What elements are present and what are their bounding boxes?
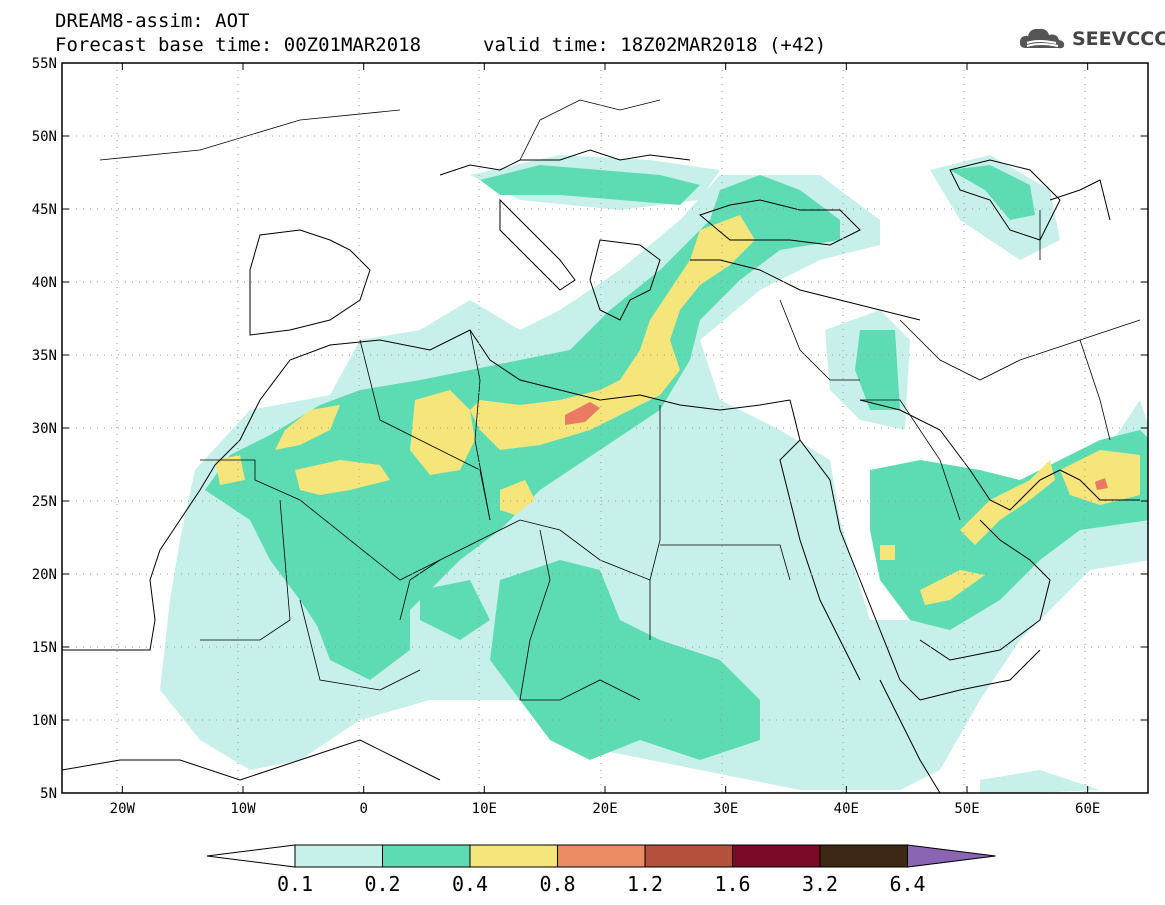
logo-text: SEEVCCC	[1072, 28, 1165, 50]
colorbar-label: 0.4	[452, 872, 488, 896]
colorbar-over-arrow	[907, 844, 996, 868]
colorbar-under-arrow	[206, 844, 296, 868]
lon-tick-label: 40E	[834, 801, 859, 817]
lon-tick-label: 50E	[954, 801, 979, 817]
colorbar-label: 1.2	[627, 872, 663, 896]
aot-field-high	[215, 215, 1140, 605]
colorbar-segment	[469, 844, 558, 868]
lon-tick-label: 0	[359, 801, 367, 817]
lat-tick-label: 15N	[32, 640, 57, 656]
colorbar-label: 0.2	[364, 872, 400, 896]
colorbar-body	[206, 844, 996, 868]
lon-tick-label: 20W	[110, 801, 136, 817]
valid-time: valid time: 18Z02MAR2018 (+42)	[483, 34, 827, 56]
lat-tick-label: 10N	[32, 713, 57, 729]
lat-tick-label: 5N	[40, 786, 57, 802]
aot-field-peak	[565, 402, 1108, 490]
lat-tick-label: 30N	[32, 421, 57, 437]
lat-tick-label: 20N	[32, 567, 57, 583]
colorbar-label: 3.2	[802, 872, 838, 896]
logo: SEEVCCC	[1018, 26, 1165, 52]
colorbar-label: 1.6	[714, 872, 750, 896]
lat-tick-label: 55N	[32, 56, 57, 72]
lon-tick-label: 20E	[592, 801, 617, 817]
lat-tick-label: 45N	[32, 202, 57, 218]
lat-tick-label: 50N	[32, 129, 57, 145]
colorbar-segment	[732, 844, 821, 868]
lon-tick-label: 60E	[1075, 801, 1100, 817]
latitude-axis: 55N 50N 45N 40N 35N 30N 25N 20N 15N 10N 5N	[32, 56, 1148, 802]
lat-tick-label: 25N	[32, 494, 57, 510]
graticule	[62, 63, 1148, 793]
longitude-axis: 20W 10W 0 10E 20E 30E 40E 50E 60E	[110, 63, 1100, 817]
colorbar-segment	[819, 844, 908, 868]
map-title: DREAM8-assim: AOT	[55, 10, 250, 32]
country-borders	[99, 99, 1141, 701]
lon-tick-label: 30E	[713, 801, 738, 817]
colorbar-labels: 0.1 0.2 0.4 0.8 1.2 1.6 3.2 6.4	[277, 872, 926, 896]
aot-field	[62, 63, 1148, 793]
colorbar-segment	[382, 844, 471, 868]
lat-tick-label: 40N	[32, 275, 57, 291]
forecast-base-time: Forecast base time: 00Z01MAR2018	[55, 34, 422, 56]
colorbar-segment	[294, 844, 383, 868]
colorbar-segment	[557, 844, 646, 868]
colorbar-segment	[644, 844, 733, 868]
cloud-icon	[1019, 28, 1065, 49]
colorbar-label: 0.1	[277, 872, 313, 896]
coastlines	[62, 149, 1140, 793]
lat-tick-label: 35N	[32, 348, 57, 364]
colorbar-label: 0.8	[539, 872, 575, 896]
lon-tick-label: 10W	[230, 801, 256, 817]
colorbar-label: 6.4	[889, 872, 925, 896]
lon-tick-label: 10E	[472, 801, 497, 817]
